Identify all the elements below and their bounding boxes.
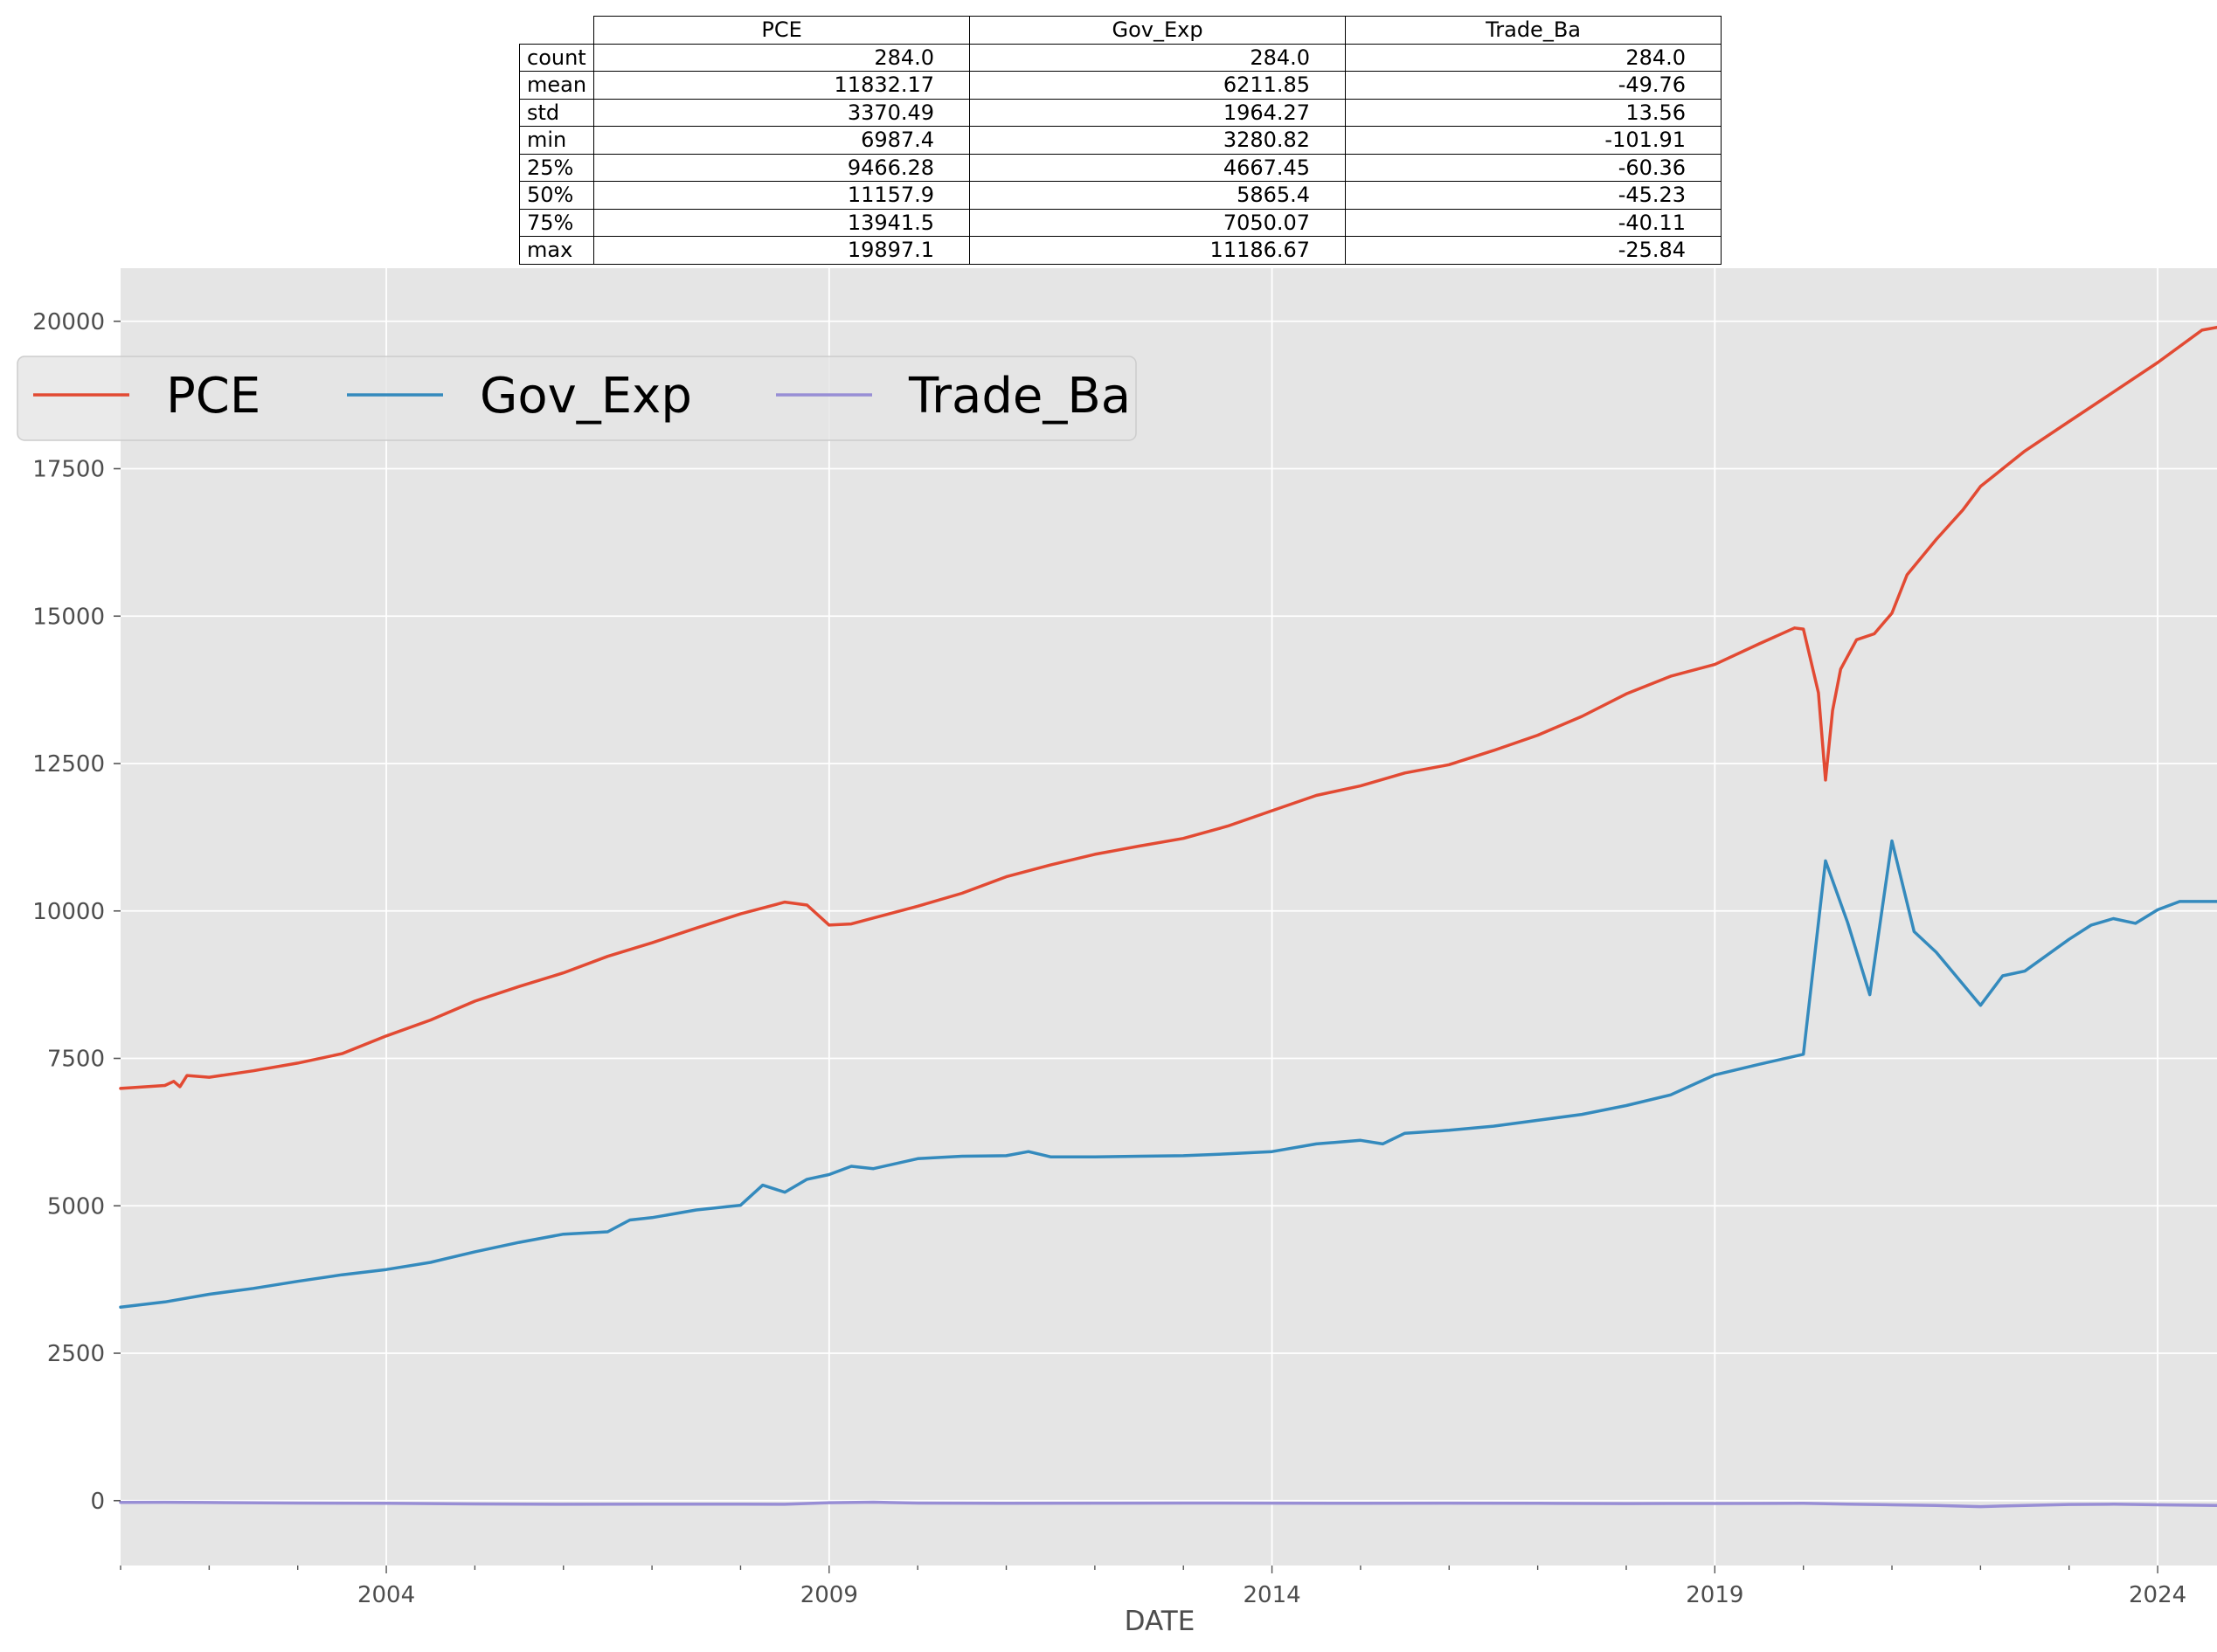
row-label: mean — [518, 71, 595, 100]
table-cell: -25.84 — [1345, 236, 1722, 265]
x-tick-label: 2014 — [1243, 1582, 1300, 1608]
table-row: mean 11832.17 6211.85 -49.76 — [518, 71, 1722, 100]
y-tick-label: 0 — [90, 1489, 105, 1515]
table-header-row: PCE Gov_Exp Trade_Ba — [520, 16, 1722, 45]
row-label: 50% — [518, 181, 595, 210]
y-tick-label: 15000 — [32, 604, 105, 630]
table-cell: 13.56 — [1345, 98, 1722, 127]
y-tick-label: 17500 — [32, 457, 105, 483]
grid-lines — [121, 268, 2217, 1566]
table-cell: 6987.4 — [593, 126, 971, 155]
x-tick-label: 2009 — [800, 1582, 858, 1608]
series-lines — [119, 325, 2217, 1509]
column-header-gov-exp: Gov_Exp — [969, 16, 1347, 45]
legend-label-gov-exp: Gov_Exp — [480, 368, 692, 425]
y-tick-label: 2500 — [47, 1341, 105, 1367]
y-tick-label: 10000 — [32, 899, 105, 925]
table-cell: 13941.5 — [593, 208, 971, 237]
y-tick-label: 12500 — [32, 751, 105, 778]
legend-label-trade-ba: Trade_Ba — [908, 368, 1131, 425]
x-tick-label: 2019 — [1686, 1582, 1743, 1608]
plot-background — [121, 268, 2217, 1566]
table-cell: 4667.45 — [969, 153, 1347, 182]
row-label: 75% — [518, 208, 595, 237]
table-cell: 11186.67 — [969, 236, 1347, 265]
x-tick-label: 2004 — [357, 1582, 415, 1608]
column-header-trade-ba: Trade_Ba — [1345, 16, 1722, 45]
x-axis-title: DATE — [1125, 1606, 1195, 1637]
summary-statistics-table: PCE Gov_Exp Trade_Ba count 284.0 284.0 2… — [518, 16, 1722, 265]
table-cell: -40.11 — [1345, 208, 1722, 237]
x-axis-ticks: 2004 2009 2014 2019 2024 — [120, 1566, 2186, 1608]
table-cell: 11157.9 — [593, 181, 971, 210]
table-cell: 3280.82 — [969, 126, 1347, 155]
column-header-pce: PCE — [593, 16, 971, 45]
table-row: std 3370.49 1964.27 13.56 — [518, 98, 1722, 127]
table-cell: 6211.85 — [969, 71, 1347, 100]
table-cell: 19897.1 — [593, 236, 971, 265]
row-label: std — [518, 98, 595, 127]
table-row: max 19897.1 11186.67 -25.84 — [518, 236, 1722, 265]
legend-frame — [17, 356, 1137, 441]
legend-label-pce: PCE — [166, 368, 260, 425]
table-row: 50% 11157.9 5865.4 -45.23 — [518, 181, 1722, 210]
y-tick-label: 7500 — [47, 1047, 105, 1073]
table-cell: 284.0 — [969, 43, 1347, 72]
y-tick-label: 20000 — [32, 309, 105, 335]
table-row: 25% 9466.28 4667.45 -60.36 — [518, 153, 1722, 182]
table-cell: -60.36 — [1345, 153, 1722, 182]
table-cell: 9466.28 — [593, 153, 971, 182]
y-tick-label: 5000 — [47, 1193, 105, 1220]
series-line-gov-exp — [119, 839, 2217, 1310]
series-line-trade-ba — [119, 1500, 2217, 1509]
x-tick-label: 2024 — [2129, 1582, 2186, 1608]
series-line-pce — [119, 325, 2217, 1090]
y-axis-ticks: 0 2500 5000 7500 10000 12500 15000 17500 20000 — [32, 309, 121, 1515]
table-cell: -49.76 — [1345, 71, 1722, 100]
table-row: min 6987.4 3280.82 -101.91 — [518, 126, 1722, 155]
row-label: 25% — [518, 153, 595, 182]
row-label: max — [518, 236, 595, 265]
legend: PCE Gov_Exp Trade_Ba — [17, 356, 1137, 441]
